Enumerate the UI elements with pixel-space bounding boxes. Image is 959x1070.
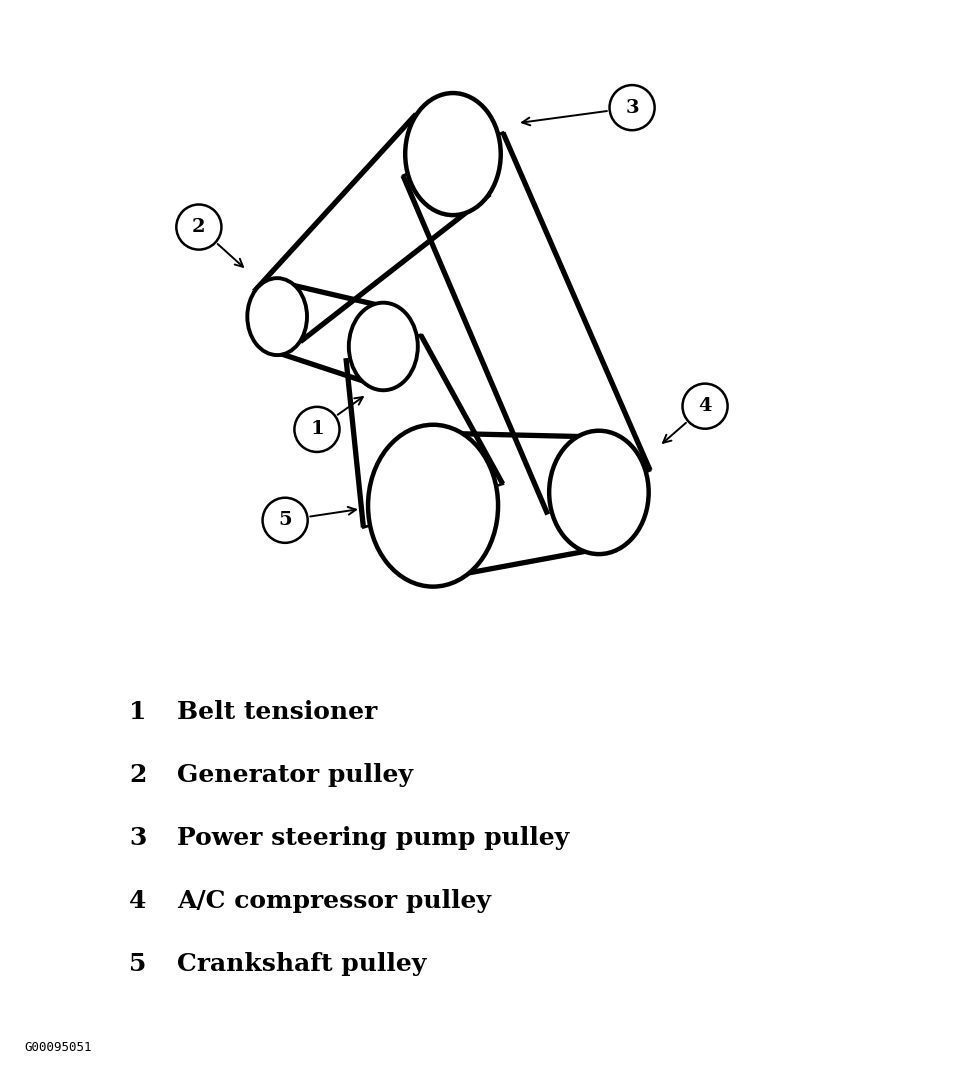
Text: G00095051: G00095051 [24,1041,91,1054]
Circle shape [263,498,308,542]
Text: Crankshaft pulley: Crankshaft pulley [177,952,427,976]
Text: 3: 3 [129,826,147,851]
Circle shape [294,407,339,452]
Text: 3: 3 [625,98,639,117]
Polygon shape [268,284,394,384]
Polygon shape [346,335,503,528]
Text: 5: 5 [278,511,292,530]
Text: 1: 1 [129,700,147,724]
Text: Belt tensioner: Belt tensioner [177,700,378,724]
Polygon shape [403,133,650,515]
Circle shape [683,384,728,429]
Ellipse shape [247,278,307,355]
Text: Generator pulley: Generator pulley [177,763,413,788]
Text: 4: 4 [698,397,712,415]
Ellipse shape [349,303,418,391]
Ellipse shape [550,431,648,554]
Circle shape [610,86,655,131]
Ellipse shape [406,93,501,215]
Text: A/C compressor pulley: A/C compressor pulley [177,889,491,914]
Text: 2: 2 [192,218,205,236]
Text: 4: 4 [129,889,147,914]
Text: 5: 5 [129,952,147,976]
Text: Power steering pump pulley: Power steering pump pulley [177,826,570,851]
Ellipse shape [368,425,498,586]
Text: 1: 1 [310,421,324,439]
Polygon shape [254,114,490,341]
Circle shape [176,204,222,249]
Polygon shape [428,433,603,579]
Text: 2: 2 [129,763,147,788]
